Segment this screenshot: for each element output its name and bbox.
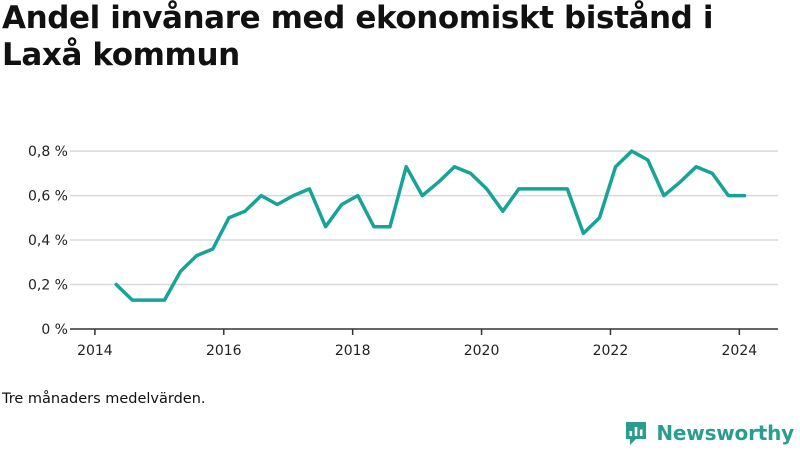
data-point	[485, 187, 488, 190]
y-tick-label: 0,4 %	[28, 233, 68, 249]
data-point	[501, 210, 504, 213]
chart-title: Andel invånare med ekonomiskt bistånd i …	[2, 0, 714, 73]
data-point	[550, 187, 553, 190]
data-point	[566, 187, 569, 190]
x-tick-label: 2022	[593, 343, 629, 359]
data-point	[276, 203, 279, 206]
data-point	[195, 254, 198, 257]
y-tick-label: 0,8 %	[28, 144, 68, 160]
data-point	[614, 165, 617, 168]
data-point	[743, 194, 746, 197]
data-point	[356, 194, 359, 197]
x-tick-label: 2018	[335, 343, 371, 359]
brand-logo[interactable]: Newsworthy	[624, 420, 794, 446]
x-tick-label: 2024	[722, 343, 758, 359]
data-point	[695, 165, 698, 168]
data-point	[582, 232, 585, 235]
data-point	[646, 158, 649, 161]
data-point	[517, 187, 520, 190]
data-point	[324, 225, 327, 228]
y-tick-label: 0,2 %	[28, 278, 68, 294]
data-point	[388, 225, 391, 228]
data-point	[437, 181, 440, 184]
data-point	[598, 216, 601, 219]
data-point	[630, 150, 633, 153]
x-tick-label: 2016	[206, 343, 242, 359]
data-point	[405, 165, 408, 168]
x-tick-label: 2014	[77, 343, 113, 359]
y-axis-labels: 0 % 0,2 % 0,4 % 0,6 % 0,8 %	[28, 144, 68, 338]
data-point	[533, 187, 536, 190]
gridlines	[70, 150, 778, 286]
series-lines	[114, 149, 747, 302]
y-tick-label: 0,6 %	[28, 189, 68, 205]
data-point	[421, 194, 424, 197]
data-point	[711, 172, 714, 175]
data-point	[243, 210, 246, 213]
data-point	[308, 187, 311, 190]
data-point	[115, 283, 118, 286]
data-point	[211, 247, 214, 250]
data-point	[163, 298, 166, 301]
data-point	[179, 270, 182, 273]
y-tick-label: 0 %	[41, 322, 68, 338]
x-axis	[70, 328, 778, 335]
x-tick-label: 2020	[464, 343, 500, 359]
data-point	[453, 165, 456, 168]
data-point	[372, 225, 375, 228]
brand-name: Newsworthy	[656, 421, 794, 445]
data-point	[227, 216, 230, 219]
bar-chart-speech-bubble-icon	[626, 422, 647, 445]
data-point	[131, 298, 134, 301]
data-point	[678, 181, 681, 184]
footnote: Tre månaders medelvärden.	[2, 391, 206, 407]
data-point	[260, 194, 263, 197]
x-axis-labels: 2014 2016 2018 2020 2022 2024	[77, 343, 757, 359]
data-point	[147, 298, 150, 301]
series-line	[114, 149, 747, 302]
data-point	[469, 172, 472, 175]
data-point	[340, 203, 343, 206]
data-point	[662, 194, 665, 197]
data-point	[727, 194, 730, 197]
data-point	[292, 194, 295, 197]
